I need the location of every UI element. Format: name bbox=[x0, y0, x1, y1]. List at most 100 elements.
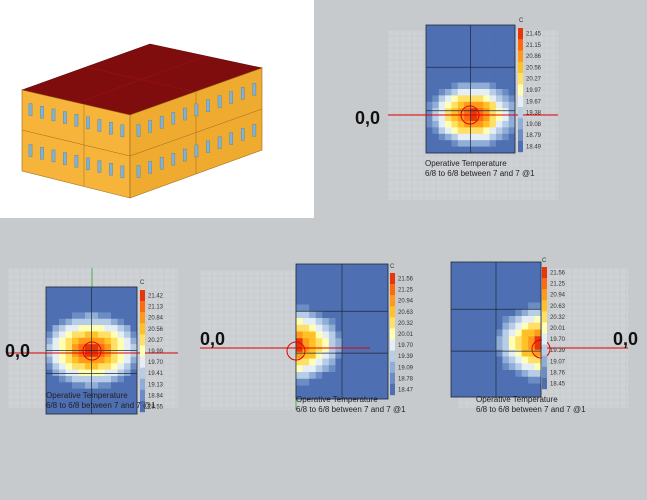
heatmap-cell bbox=[515, 349, 523, 357]
heatmap-cell bbox=[361, 324, 369, 332]
heatmap-cell bbox=[78, 306, 86, 313]
heatmap-cell bbox=[322, 297, 330, 305]
heatmap-cells bbox=[426, 25, 516, 154]
heatmap-cell bbox=[59, 407, 66, 415]
heatmap-cell bbox=[72, 306, 79, 313]
heatmap-cell bbox=[85, 401, 92, 408]
heatmap-cell bbox=[483, 76, 490, 83]
legend-label: 19.08 bbox=[526, 122, 542, 128]
heatmap-cell bbox=[489, 363, 497, 371]
window bbox=[217, 136, 222, 149]
heatmap-cell bbox=[483, 69, 490, 77]
heatmap-cell bbox=[451, 262, 458, 270]
heatmap-cell bbox=[508, 95, 516, 103]
window bbox=[229, 91, 233, 104]
heatmap-cell bbox=[335, 284, 343, 292]
heatmap-cell bbox=[515, 363, 523, 371]
heatmap-cell bbox=[296, 304, 303, 312]
heatmap-cell bbox=[502, 336, 510, 344]
heatmap-cell bbox=[521, 289, 529, 297]
heatmap-cell bbox=[495, 37, 503, 45]
heatmap-cell bbox=[98, 382, 105, 389]
heatmap-cell bbox=[451, 50, 459, 58]
heatmap-cell bbox=[457, 82, 465, 90]
heatmap-cell bbox=[451, 127, 459, 135]
heatmap-cell bbox=[432, 146, 440, 154]
heatmap-cell bbox=[451, 31, 459, 39]
heatmap-cell bbox=[502, 262, 510, 270]
window bbox=[86, 116, 90, 130]
heatmap-cell bbox=[98, 401, 105, 408]
heatmap-cell bbox=[65, 331, 73, 339]
heatmap-cell bbox=[426, 121, 433, 128]
heatmap-cell bbox=[355, 318, 363, 326]
heatmap-cell bbox=[496, 363, 503, 371]
caption-bl-line2: 6/8 to 6/8 between 7 and 7 @1 bbox=[46, 401, 156, 410]
heatmap-cell bbox=[438, 76, 446, 83]
heatmap-cell bbox=[496, 349, 503, 357]
heatmap-cell bbox=[489, 289, 497, 297]
heatmap-cell bbox=[361, 270, 369, 278]
heatmap-cell bbox=[342, 358, 349, 366]
heatmap-cell bbox=[457, 76, 465, 83]
heatmap-cell bbox=[374, 338, 382, 346]
heatmap-cell bbox=[46, 350, 53, 358]
heatmap-cell bbox=[438, 63, 446, 71]
heatmap-cell bbox=[528, 343, 535, 351]
window bbox=[240, 87, 245, 100]
legend-swatch bbox=[518, 39, 523, 51]
window bbox=[109, 122, 113, 135]
heatmap-cell bbox=[476, 63, 484, 71]
heatmap-cell bbox=[489, 44, 497, 51]
heatmap-cell bbox=[374, 392, 382, 400]
heatmap-cell bbox=[515, 343, 523, 351]
heatmap-cell bbox=[335, 351, 343, 359]
heatmap-cell bbox=[534, 282, 542, 290]
heatmap-cell bbox=[451, 37, 459, 45]
heatmap-cell bbox=[534, 302, 542, 310]
heatmap-cell bbox=[515, 336, 523, 344]
heatmap-cell bbox=[528, 309, 535, 317]
heatmap-cell bbox=[78, 287, 86, 294]
heatmap-cell bbox=[98, 350, 105, 358]
heatmap-cell bbox=[502, 63, 509, 71]
window bbox=[171, 111, 176, 125]
heatmap-cell bbox=[464, 50, 471, 58]
heatmap-cell bbox=[315, 311, 323, 319]
heatmap-cell bbox=[508, 262, 516, 270]
heatmap-cell bbox=[508, 114, 516, 122]
heatmap-cell bbox=[355, 378, 363, 386]
heatmap-cell bbox=[463, 322, 471, 330]
heatmap-cell bbox=[91, 306, 99, 313]
heatmap-cell bbox=[502, 343, 510, 351]
heatmap-cell bbox=[489, 95, 497, 103]
heatmap-cell bbox=[78, 388, 86, 396]
heatmap-cell bbox=[302, 378, 310, 386]
heatmap-cell bbox=[489, 69, 497, 77]
heatmap-cell bbox=[470, 50, 478, 58]
heatmap-cell bbox=[508, 309, 516, 317]
legend-label: 20.63 bbox=[398, 310, 414, 316]
heatmap-cell bbox=[85, 363, 92, 370]
heatmap-cell bbox=[438, 37, 446, 45]
heatmap-cell bbox=[65, 325, 73, 332]
heatmap-cell bbox=[322, 351, 330, 359]
heatmap-cell bbox=[445, 127, 452, 135]
window bbox=[120, 165, 125, 179]
heatmap-cell bbox=[534, 343, 542, 351]
heatmap-cell bbox=[130, 337, 138, 345]
heatmap-cell bbox=[502, 114, 509, 122]
heatmap-cell bbox=[495, 63, 503, 71]
heatmap-cell bbox=[445, 25, 452, 32]
heatmap-cell bbox=[489, 268, 497, 276]
heatmap-cell bbox=[464, 140, 471, 147]
heatmap-cell bbox=[130, 344, 138, 351]
heatmap-cells bbox=[46, 287, 138, 415]
heatmap-cell bbox=[91, 407, 99, 415]
heatmap-cell bbox=[124, 344, 131, 351]
legend-label: 18.84 bbox=[148, 393, 164, 399]
heatmap-cell bbox=[98, 375, 105, 383]
heatmap-cell bbox=[521, 309, 529, 317]
heatmap-cell bbox=[470, 316, 478, 324]
heatmap-cell bbox=[309, 277, 317, 285]
